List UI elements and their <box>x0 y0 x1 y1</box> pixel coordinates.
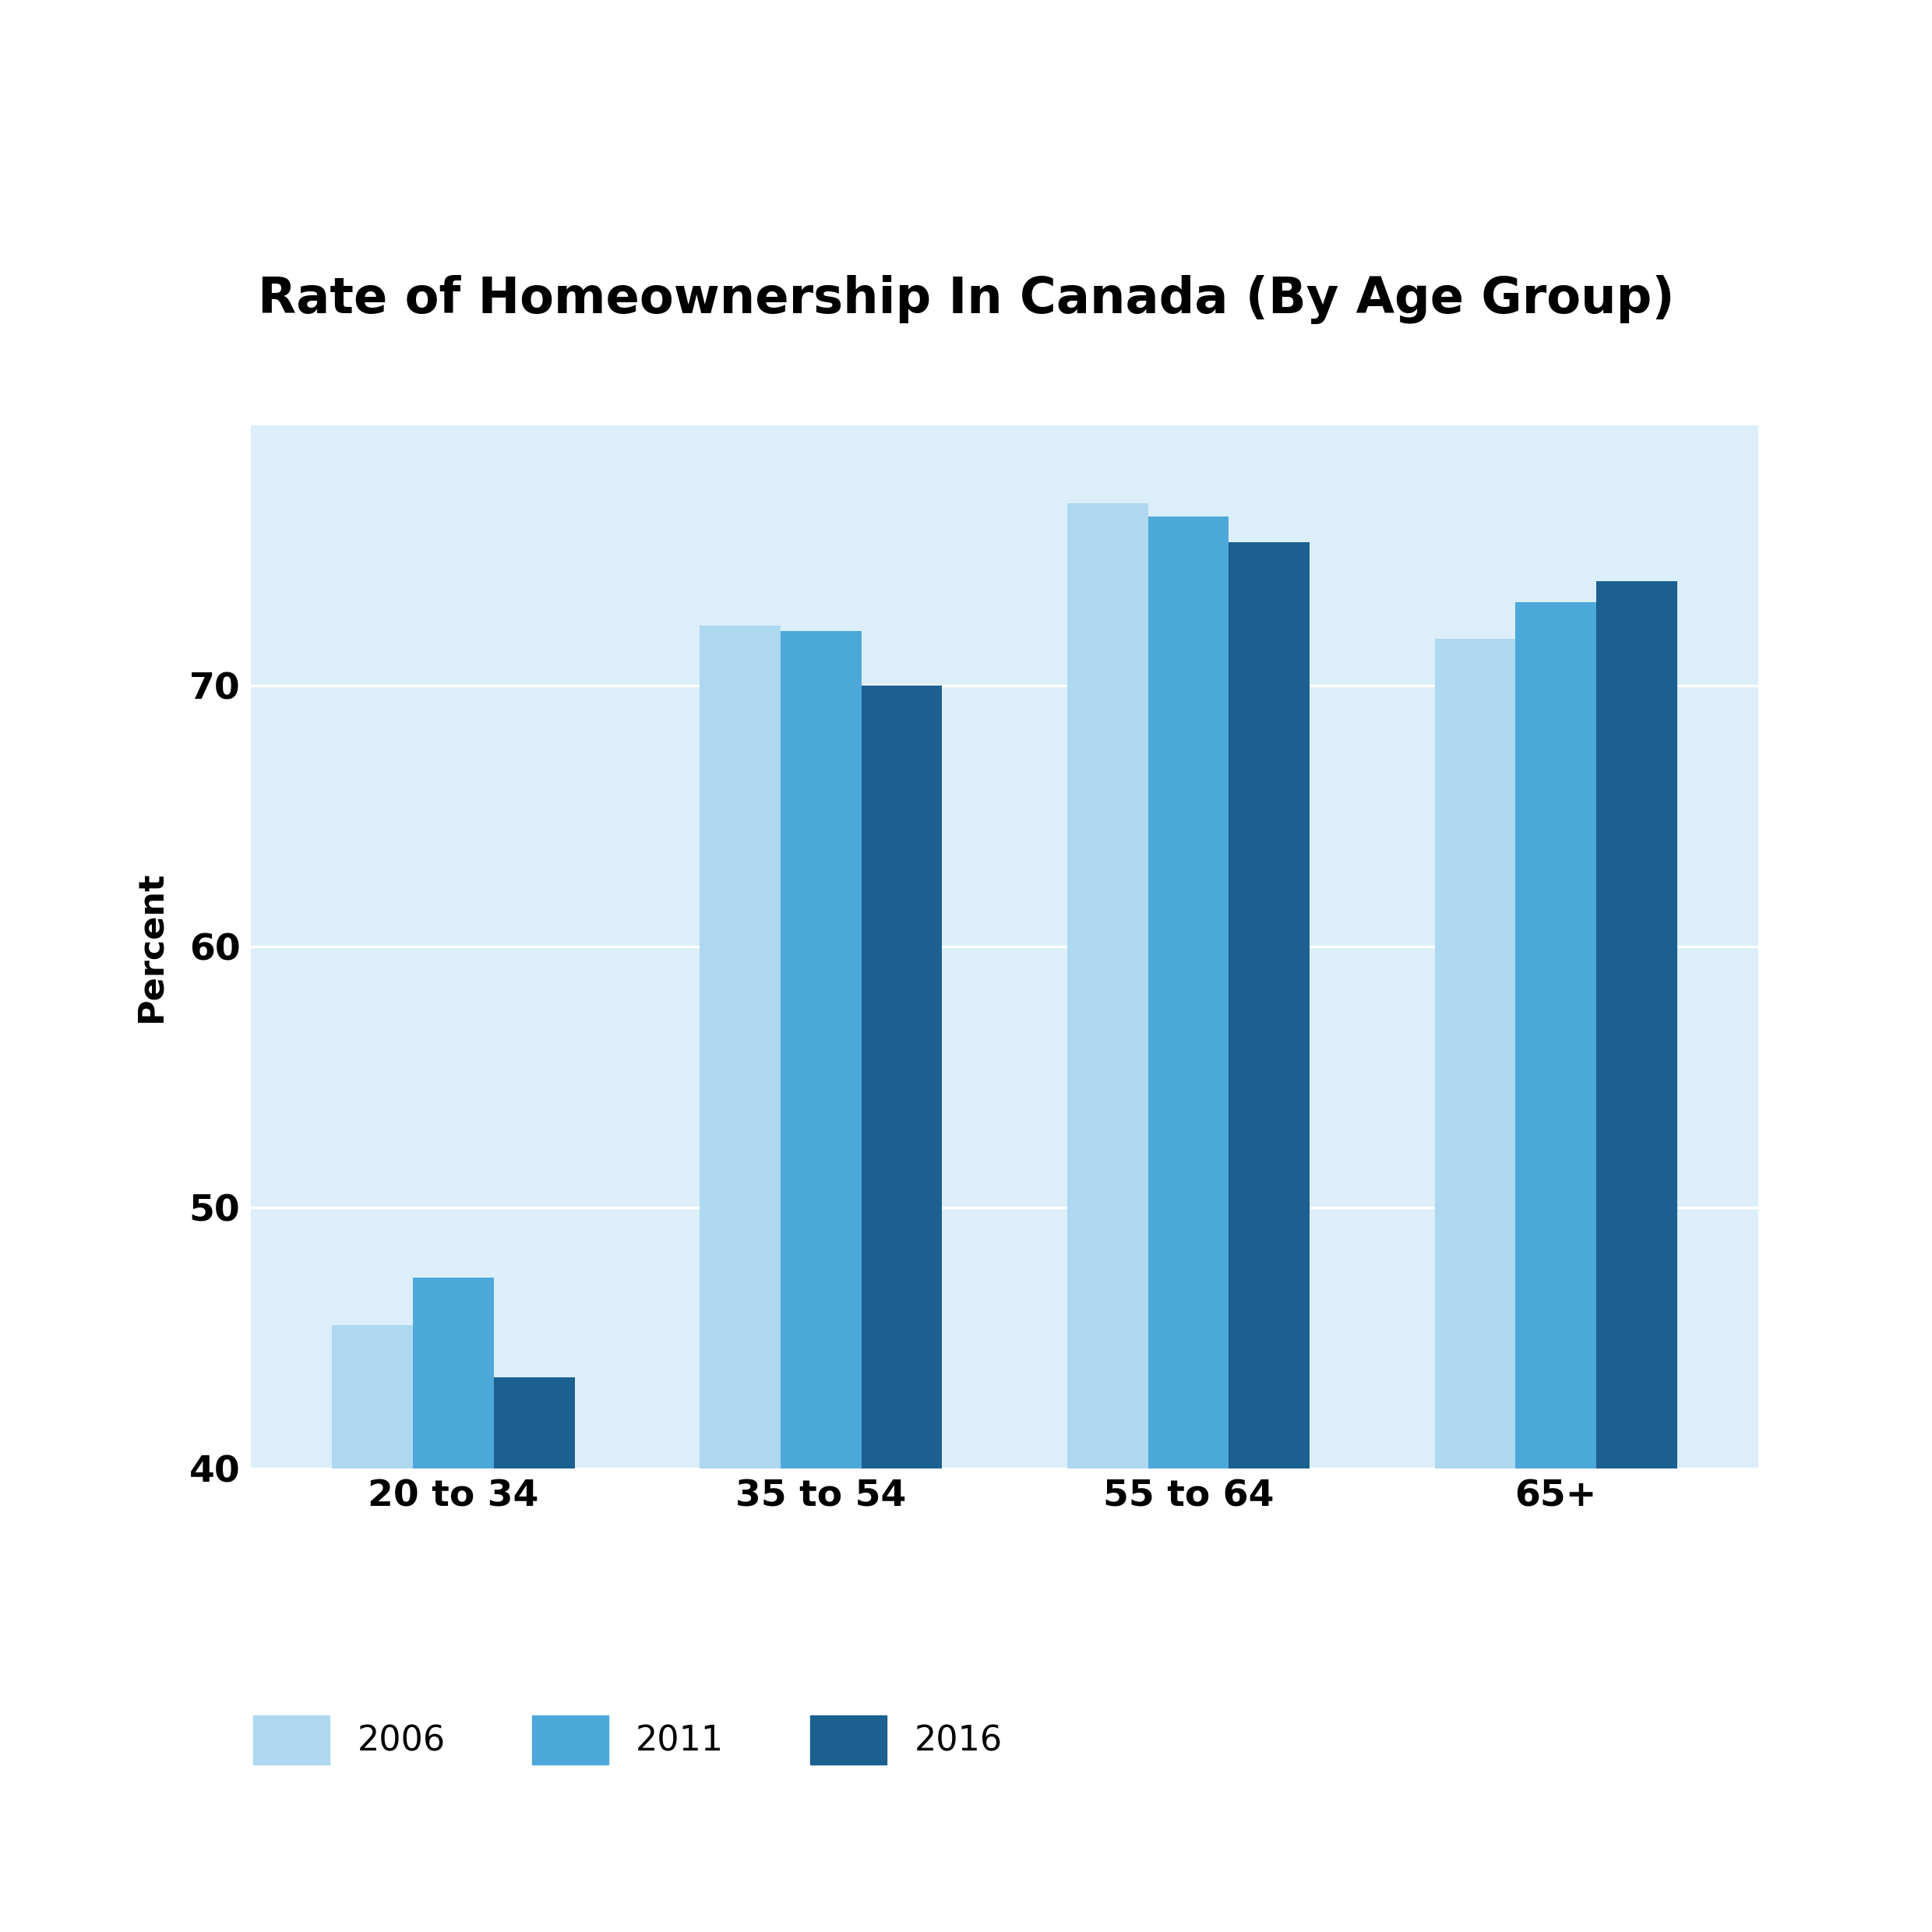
Bar <box>413 1277 495 1932</box>
Bar <box>332 1325 413 1932</box>
Bar <box>1515 603 1596 1932</box>
Bar <box>1229 543 1310 1932</box>
Bar <box>495 1378 574 1932</box>
Legend: 2006, 2011, 2016: 2006, 2011, 2016 <box>253 1716 1003 1764</box>
Bar <box>781 632 862 1932</box>
Bar <box>1066 502 1148 1932</box>
Bar <box>1148 516 1229 1932</box>
Bar <box>1435 639 1515 1932</box>
Bar <box>1596 582 1677 1932</box>
Text: Rate of Homeownership In Canada (By Age Group): Rate of Homeownership In Canada (By Age … <box>257 274 1675 325</box>
Y-axis label: Percent: Percent <box>133 871 168 1022</box>
Bar <box>699 626 781 1932</box>
Bar <box>862 686 943 1932</box>
